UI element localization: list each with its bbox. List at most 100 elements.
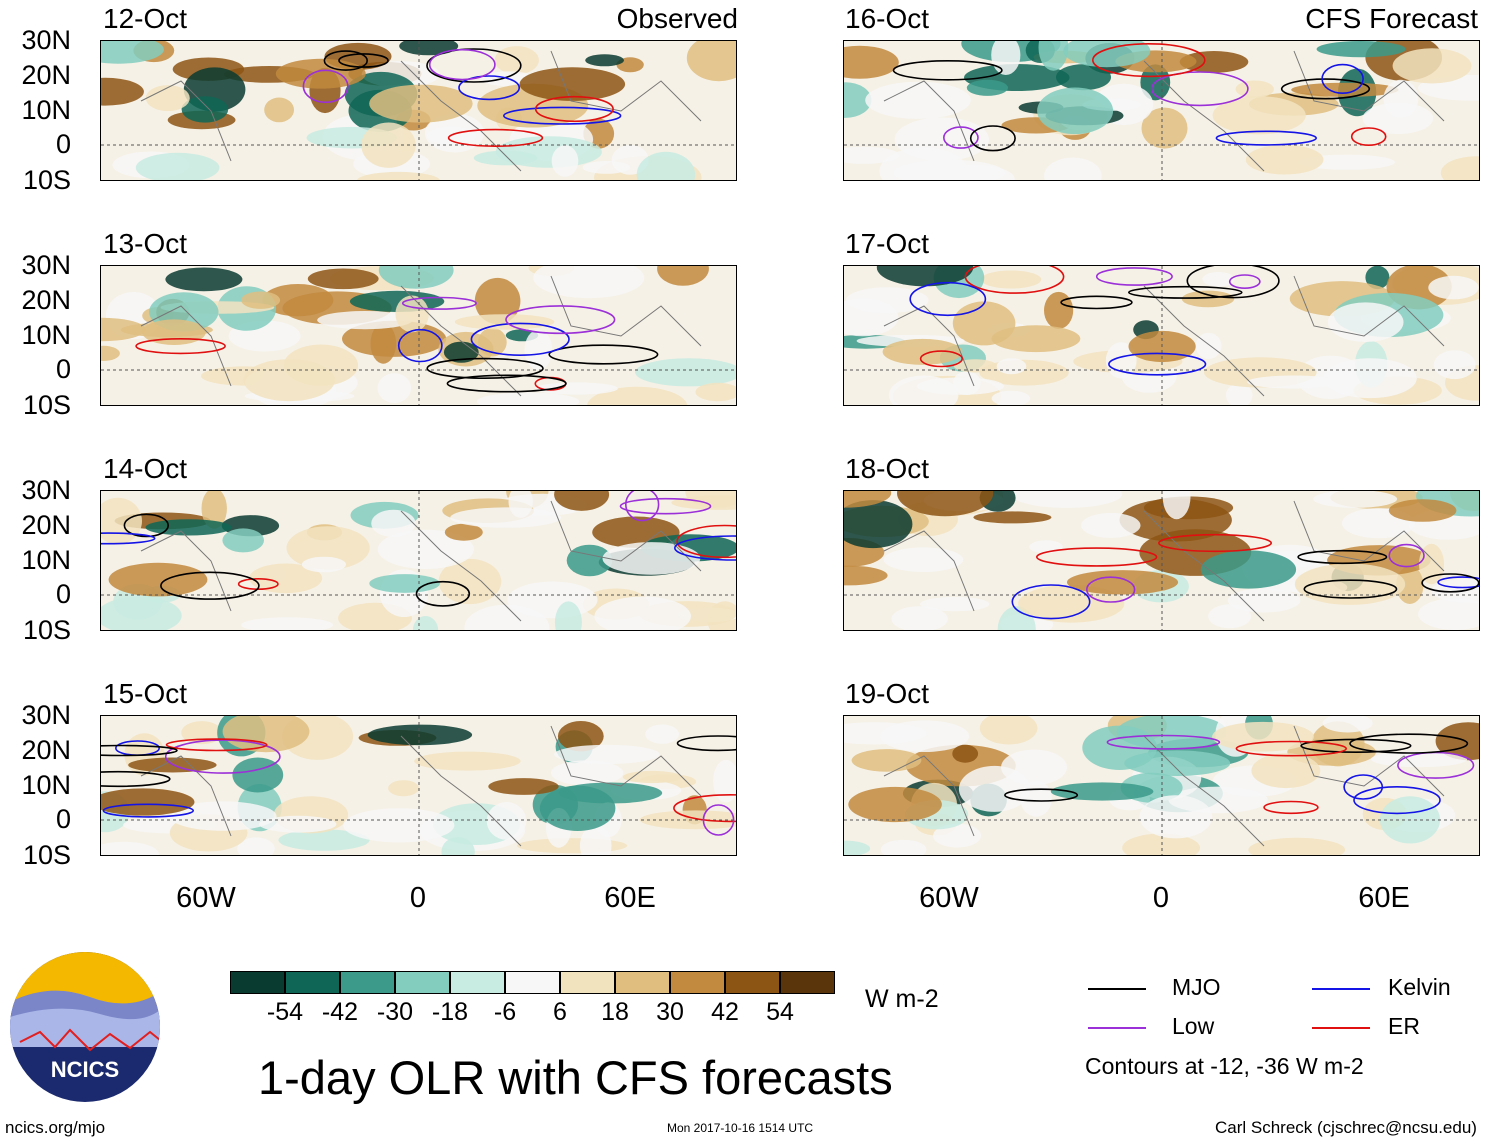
olr-anomaly-blob — [201, 491, 227, 529]
olr-anomaly-blob — [388, 780, 419, 797]
olr-anomaly-blob — [450, 507, 561, 528]
wave-contour — [447, 128, 544, 147]
olr-anomaly-blob — [594, 596, 691, 630]
olr-anomaly-blob — [920, 596, 990, 612]
latitude-label: 10N — [21, 770, 71, 800]
olr-anomaly-blob — [1208, 604, 1252, 629]
latitude-label: 10S — [22, 165, 71, 195]
olr-anomaly-blob — [639, 810, 736, 830]
olr-anomaly-blob — [844, 500, 913, 549]
legend-label-mjo: MJO — [1172, 974, 1221, 1000]
olr-anomaly-blob — [1251, 753, 1321, 789]
olr-map — [101, 491, 736, 630]
wave-contour — [338, 53, 389, 68]
wave-contour — [1235, 740, 1347, 757]
latitude-label: 0 — [55, 804, 71, 834]
olr-anomaly-blob — [1418, 598, 1479, 630]
olr-anomaly-blob — [165, 267, 243, 292]
coastline — [883, 500, 1445, 622]
olr-anomaly-blob — [371, 509, 416, 538]
wave-contour — [102, 803, 195, 818]
colorbar-units: W m-2 — [865, 985, 939, 1013]
olr-anomaly-blob — [554, 601, 582, 630]
olr-anomaly-blob — [685, 491, 736, 508]
wave-contour — [534, 95, 614, 123]
olr-anomaly-blob — [554, 744, 660, 764]
latitude-label: 0 — [55, 354, 71, 384]
footer-author: Carl Schreck (cjschrec@ncsu.edu) — [1215, 1118, 1477, 1137]
olr-anomaly-blob — [844, 565, 888, 586]
wave-contour — [426, 48, 522, 83]
olr-anomaly-blob — [145, 85, 190, 112]
olr-anomaly-blob — [243, 359, 335, 402]
latitude-label: 30N — [21, 25, 71, 55]
wave-contour — [702, 804, 735, 836]
olr-anomaly-blob — [1122, 833, 1200, 855]
olr-anomaly-blob — [101, 317, 146, 342]
olr-anomaly-blob — [1245, 144, 1324, 175]
latitude-label: 20N — [21, 510, 71, 540]
olr-anomaly-blob — [1029, 540, 1063, 554]
olr-anomaly-blob — [1037, 87, 1114, 135]
colorbar-cell — [560, 971, 615, 994]
wave-contour — [943, 126, 979, 149]
colorbar-cell — [230, 971, 285, 994]
wave-contour — [619, 497, 712, 515]
wave-contour — [123, 513, 169, 538]
wave-contour — [1091, 43, 1206, 78]
olr-anomaly-blob — [108, 562, 208, 597]
colorbar-cell — [285, 971, 340, 994]
olr-anomaly-blob — [876, 266, 974, 287]
olr-anomaly-blob — [1433, 350, 1476, 380]
olr-anomaly-blob — [539, 785, 616, 831]
olr-anomaly-blob — [414, 751, 521, 771]
olr-anomaly-blob — [264, 97, 294, 123]
lon-label-0-right: 0 — [1152, 882, 1170, 914]
wave-contour — [1035, 547, 1158, 567]
colorbar-tick-label: 18 — [601, 998, 629, 1026]
olr-anomaly-blob — [844, 45, 899, 79]
coastline — [140, 500, 702, 622]
olr-anomaly-blob — [1227, 588, 1301, 613]
wave-contour — [1157, 533, 1272, 553]
olr-anomaly-blob — [1020, 780, 1052, 817]
olr-anomaly-blob — [996, 358, 1027, 375]
olr-anomaly-blob — [101, 596, 182, 630]
olr-anomaly-blob — [1212, 721, 1314, 752]
lon-label-0-left: 0 — [409, 882, 427, 914]
colorbar-tick-label: 54 — [766, 998, 794, 1026]
wave-contour — [892, 59, 1003, 81]
olr-anomaly-blob — [1247, 375, 1340, 389]
header-observed: Observed — [616, 3, 738, 34]
olr-anomaly-blob — [1081, 512, 1141, 538]
olr-anomaly-blob — [1235, 80, 1274, 98]
latitude-label: 20N — [21, 285, 71, 315]
colorbar-cell — [450, 971, 505, 994]
olr-anomaly-blob — [845, 287, 929, 314]
olr-map — [101, 716, 736, 855]
olr-anomaly-blob — [1392, 48, 1472, 84]
olr-anomaly-blob — [378, 266, 454, 289]
wave-contour — [1108, 352, 1207, 376]
colorbar-tick-label: -6 — [493, 998, 517, 1026]
olr-anomaly-blob — [1212, 96, 1306, 135]
panel-date: 16-Oct — [845, 3, 930, 34]
latitude-label: 10N — [21, 545, 71, 575]
wave-contour — [1388, 543, 1425, 568]
wave-contour — [1106, 734, 1221, 750]
colorbar-tick-label: -42 — [321, 998, 359, 1026]
olr-map — [844, 41, 1479, 180]
colorbar-tick-label: -18 — [431, 998, 469, 1026]
olr-anomaly-blob — [367, 724, 473, 746]
olr-anomaly-blob — [369, 574, 440, 593]
wave-contour — [505, 305, 616, 335]
olr-anomaly-blob — [488, 778, 559, 795]
wave-contour — [964, 266, 1065, 294]
olr-anomaly-blob — [181, 96, 229, 123]
wave-contour — [919, 350, 964, 368]
latitude-label: 30N — [21, 475, 71, 505]
olr-anomaly-blob — [1066, 570, 1179, 595]
olr-anomaly-blob — [686, 41, 736, 82]
figure-title: 1-day OLR with CFS forecasts — [258, 1051, 893, 1104]
lon-label-60w-left: 60W — [176, 882, 236, 914]
